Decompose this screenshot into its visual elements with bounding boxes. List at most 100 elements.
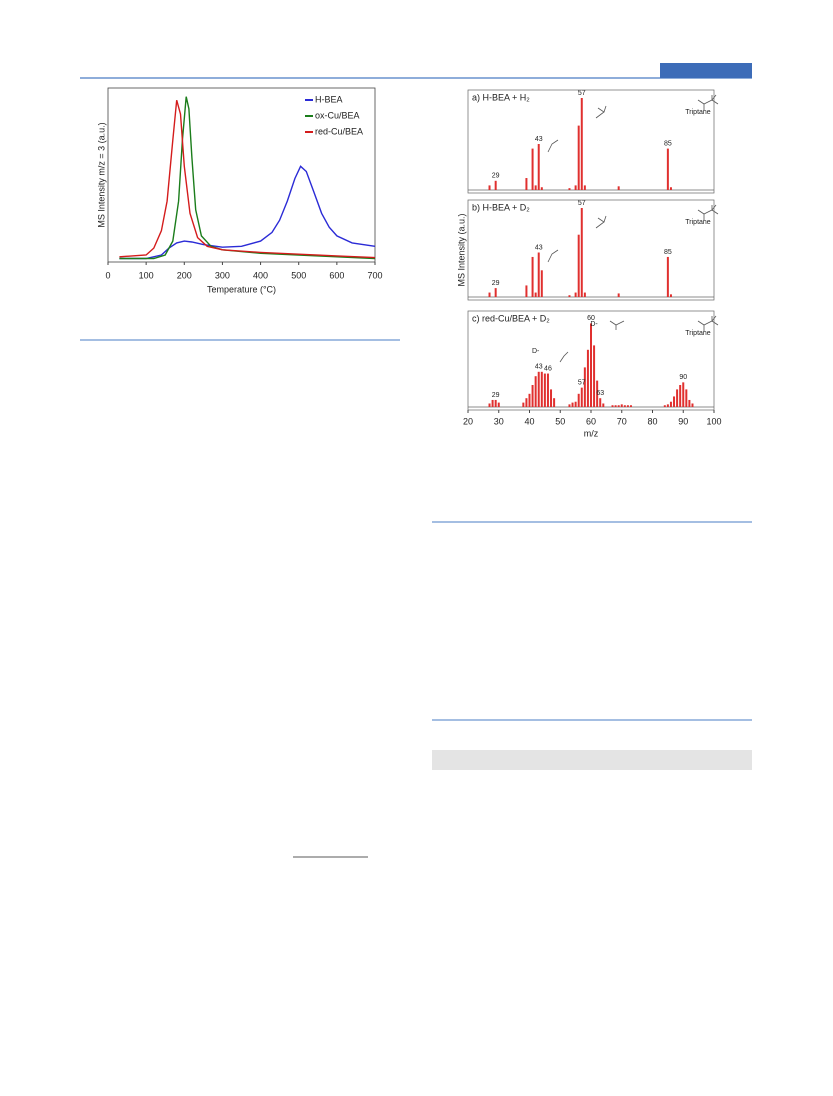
peak xyxy=(534,185,537,190)
peak xyxy=(522,402,525,407)
legend-label: H-BEA xyxy=(315,94,343,104)
peak xyxy=(685,389,688,407)
x-axis-label: m/z xyxy=(584,428,599,438)
peak xyxy=(488,292,491,297)
peak xyxy=(590,323,592,407)
peak xyxy=(494,288,497,297)
panel-title: b) H-BEA + D₂ xyxy=(472,202,530,212)
peak xyxy=(553,398,556,407)
peak xyxy=(586,349,589,407)
x-tick-label: 90 xyxy=(678,416,688,426)
annotation: D- xyxy=(532,348,540,355)
peak xyxy=(666,148,669,190)
peak xyxy=(540,270,543,297)
annotation: Triptane xyxy=(685,330,711,337)
peak xyxy=(568,295,571,297)
x-tick-label: 100 xyxy=(706,416,721,426)
peak xyxy=(571,402,574,407)
panel-title: a) H-BEA + H₂ xyxy=(472,92,530,102)
peak-label: 46 xyxy=(544,365,552,372)
plot-frame xyxy=(107,87,376,263)
peak xyxy=(534,292,537,297)
annotation: D- xyxy=(590,321,598,328)
x-tick-label: 700 xyxy=(367,270,382,280)
legend-label: red-Cu/BEA xyxy=(315,126,363,136)
table-header xyxy=(432,750,752,770)
peak-label: 43 xyxy=(535,244,543,251)
y-axis-label: MS Intensity (a.u.) xyxy=(456,213,466,286)
x-tick-label: 100 xyxy=(139,270,154,280)
peak xyxy=(574,185,577,190)
peak-label: 43 xyxy=(535,136,543,143)
x-tick-label: 500 xyxy=(291,270,306,280)
peak xyxy=(550,389,553,407)
peak xyxy=(494,180,497,190)
peak xyxy=(574,401,577,407)
peak xyxy=(669,187,672,190)
series-line xyxy=(119,165,376,260)
peak xyxy=(577,234,580,297)
peak xyxy=(629,405,632,407)
panel-frame xyxy=(467,199,715,301)
peak xyxy=(623,405,626,407)
peak xyxy=(568,188,571,190)
peak-label: 90 xyxy=(679,374,687,381)
series-line xyxy=(119,100,376,259)
peak xyxy=(540,187,543,190)
structures xyxy=(547,94,719,363)
peak xyxy=(494,399,497,407)
y-axis-label: MS Intensity m/z = 3 (a.u.) xyxy=(96,122,106,227)
x-tick-label: 70 xyxy=(617,416,627,426)
peak xyxy=(580,98,583,190)
peak-label: 63 xyxy=(596,390,604,397)
peak xyxy=(599,398,602,407)
peak-label: 29 xyxy=(492,280,500,287)
panel-title: c) red-Cu/BEA + D₂ xyxy=(472,313,550,323)
peak-label: 29 xyxy=(492,173,500,180)
peak xyxy=(669,401,672,407)
peak xyxy=(546,373,549,407)
peak xyxy=(528,393,531,407)
annotation: Triptane xyxy=(685,109,711,116)
peak xyxy=(580,387,583,407)
peak xyxy=(537,144,540,190)
peak xyxy=(531,256,534,297)
peak xyxy=(537,252,540,297)
peak xyxy=(663,405,666,407)
x-tick-label: 200 xyxy=(177,270,192,280)
peak xyxy=(602,403,605,407)
peak xyxy=(583,185,586,190)
x-tick-label: 400 xyxy=(253,270,268,280)
peak xyxy=(488,185,491,190)
peak xyxy=(620,404,623,407)
peak-label: 29 xyxy=(492,392,500,399)
peak xyxy=(525,285,528,297)
peak xyxy=(568,404,571,407)
peak xyxy=(666,256,669,297)
x-tick-label: 30 xyxy=(494,416,504,426)
peak xyxy=(682,382,685,407)
peak-label: 57 xyxy=(578,90,586,97)
x-tick-label: 300 xyxy=(215,270,230,280)
x-tick-label: 20 xyxy=(463,416,473,426)
x-tick-label: 40 xyxy=(524,416,534,426)
peak xyxy=(626,405,629,407)
peak xyxy=(688,399,691,407)
peak xyxy=(543,373,546,407)
peak xyxy=(611,405,614,407)
series-line xyxy=(119,96,376,260)
peak xyxy=(525,178,528,190)
peak xyxy=(617,186,620,190)
peak xyxy=(577,125,580,190)
peak xyxy=(580,208,583,297)
peak-label: 57 xyxy=(578,379,586,386)
peak xyxy=(676,389,679,407)
peak-label: 85 xyxy=(664,249,672,256)
annotation: Triptane xyxy=(685,219,711,226)
peak xyxy=(691,403,694,407)
peak xyxy=(577,393,580,407)
peak-label: 60 xyxy=(587,315,595,322)
peak xyxy=(617,405,620,407)
peak xyxy=(574,292,577,297)
peak xyxy=(534,376,537,407)
